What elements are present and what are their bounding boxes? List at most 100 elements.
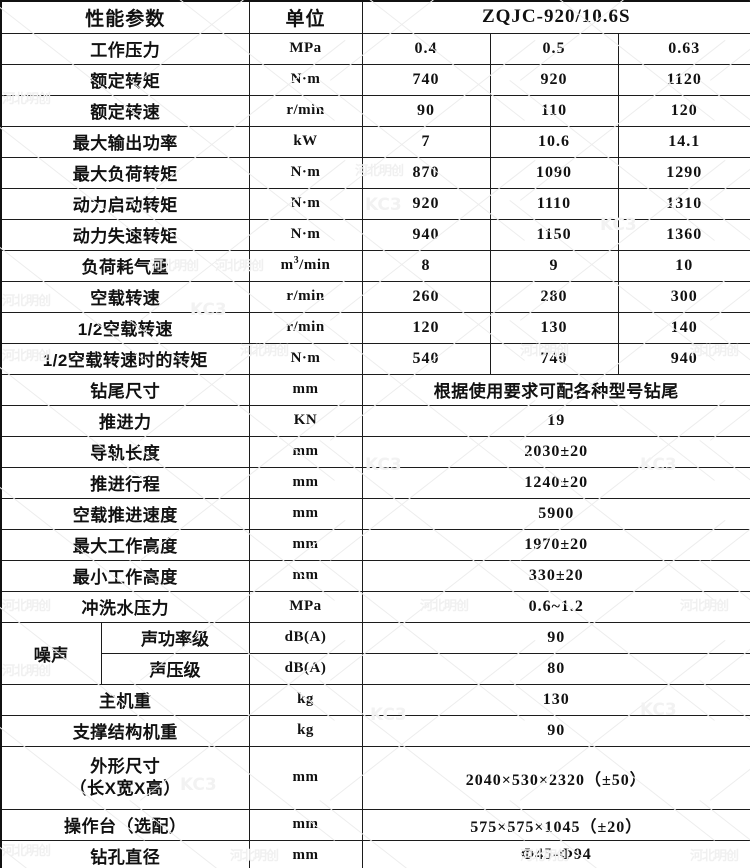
table-row: 冲洗水压力 MPa 0.6~1.2	[0, 590, 750, 623]
cell-unit: MPa	[248, 32, 363, 65]
table-row: 钻尾尺寸 mm 根据使用要求可配各种型号钻尾	[0, 373, 750, 406]
cell-unit: mm	[248, 528, 363, 561]
table-row: 最小工作高度 mm 330±20	[0, 559, 750, 592]
cell-unit: N·m	[248, 187, 363, 220]
table-row: 动力启动转矩 N·m 920 1110 1310	[0, 187, 750, 220]
cell-parameter: 空载转速	[0, 280, 250, 313]
cell-value: 90	[361, 714, 750, 747]
table-row: 最大输出功率 kW 7 10.6 14.1	[0, 125, 750, 158]
cell-unit: mm	[248, 497, 363, 530]
cell-value-1: 920	[361, 187, 491, 220]
cell-value-1: 940	[361, 218, 491, 251]
cell-unit: MPa	[248, 590, 363, 623]
cell-value-3: 0.63	[617, 32, 750, 65]
cell-value-3: 10	[617, 249, 750, 282]
cell-value-2: 130	[489, 311, 619, 344]
table-header-row: 性能参数 单位 ZQJC-920/10.6S	[0, 0, 750, 34]
cell-value: 0.6~1.2	[361, 590, 750, 623]
cell-parameter-noise-sub: 声功率级	[100, 621, 250, 654]
cell-parameter: 1/2空载转速	[0, 311, 250, 344]
cell-value-2: 1090	[489, 156, 619, 189]
cell-value: Φ45-Φ94	[361, 839, 750, 868]
table-row: 钻孔直径 mm Φ45-Φ94	[0, 839, 750, 868]
cell-unit: N·m	[248, 218, 363, 251]
table-row: 支撑结构机重 kg 90	[0, 714, 750, 747]
cell-value-2: 740	[489, 342, 619, 375]
cell-value-2: 0.5	[489, 32, 619, 65]
cell-value: 2040×530×2320（±50）	[361, 745, 750, 810]
cell-parameter: 最大输出功率	[0, 125, 250, 158]
cell-unit: N·m	[248, 342, 363, 375]
cell-unit: r/min	[248, 280, 363, 313]
table-row: 主机重 kg 130	[0, 683, 750, 716]
cell-unit: m3/min	[248, 249, 363, 282]
cell-value-3: 140	[617, 311, 750, 344]
cell-value-3: 1310	[617, 187, 750, 220]
cell-parameter: 推进力	[0, 404, 250, 437]
cell-parameter: 动力失速转矩	[0, 218, 250, 251]
cell-unit: N·m	[248, 63, 363, 96]
header-unit-label: 单位	[248, 0, 363, 34]
cell-unit: KN	[248, 404, 363, 437]
cell-value: 1970±20	[361, 528, 750, 561]
cell-unit: mm	[248, 745, 363, 810]
cell-parameter: 钻孔直径	[0, 839, 250, 868]
cell-unit: mm	[248, 435, 363, 468]
cell-value-3: 120	[617, 94, 750, 127]
cell-parameter: 1/2空载转速时的转矩	[0, 342, 250, 375]
cell-parameter: 推进行程	[0, 466, 250, 499]
table-row: 额定转矩 N·m 740 920 1120	[0, 63, 750, 96]
cell-parameter: 钻尾尺寸	[0, 373, 250, 406]
cell-value-2: 1110	[489, 187, 619, 220]
cell-parameter: 最大负荷转矩	[0, 156, 250, 189]
cell-value-1: 7	[361, 125, 491, 158]
cell-parameter: 支撑结构机重	[0, 714, 250, 747]
table-row: 操作台（选配） mm 575×575×1045（±20）	[0, 808, 750, 841]
cell-parameter: 主机重	[0, 683, 250, 716]
cell-value: 5900	[361, 497, 750, 530]
cell-value: 19	[361, 404, 750, 437]
cell-value-1: 90	[361, 94, 491, 127]
cell-unit: r/min	[248, 311, 363, 344]
table-row: 负荷耗气量 m3/min 8 9 10	[0, 249, 750, 282]
cell-unit: dB(A)	[248, 621, 363, 654]
cell-value: 330±20	[361, 559, 750, 592]
table-row-noise: 噪声 声功率级 dB(A) 90	[0, 621, 750, 685]
table-row: 1/2空载转速时的转矩 N·m 540 740 940	[0, 342, 750, 375]
cell-value-3: 1120	[617, 63, 750, 96]
cell-value-2: 10.6	[489, 125, 619, 158]
cell-parameter-noise-sub: 声压级	[100, 652, 250, 685]
cell-parameter: 最小工作高度	[0, 559, 250, 592]
cell-value-3: 14.1	[617, 125, 750, 158]
cell-value-1: 260	[361, 280, 491, 313]
table-row: 推进力 KN 19	[0, 404, 750, 437]
cell-parameter-noise-group: 噪声	[0, 621, 102, 685]
cell-parameter: 空载推进速度	[0, 497, 250, 530]
cell-parameter: 最大工作高度	[0, 528, 250, 561]
cell-parameter: 工作压力	[0, 32, 250, 65]
cell-unit: dB(A)	[248, 652, 363, 685]
table-row: 推进行程 mm 1240±20	[0, 466, 750, 499]
table-row: 额定转速 r/min 90 110 120	[0, 94, 750, 127]
cell-value-3: 300	[617, 280, 750, 313]
cell-unit: N·m	[248, 156, 363, 189]
cell-unit: mm	[248, 373, 363, 406]
table-row: 导轨长度 mm 2030±20	[0, 435, 750, 468]
cell-unit: mm	[248, 466, 363, 499]
table-row: 动力失速转矩 N·m 940 1150 1360	[0, 218, 750, 251]
cell-value-1: 120	[361, 311, 491, 344]
cell-value: 575×575×1045（±20）	[361, 808, 750, 841]
cell-parameter: 额定转矩	[0, 63, 250, 96]
table-row-dimensions: 外形尺寸 （长X宽X高） mm 2040×530×2320（±50）	[0, 745, 750, 810]
table-row-noise: 声压级 dB(A) 80	[1, 652, 750, 685]
cell-value-2: 110	[489, 94, 619, 127]
table-row: 空载转速 r/min 260 280 300	[0, 280, 750, 313]
header-param-label: 性能参数	[0, 0, 250, 34]
dimension-label-line1: 外形尺寸	[90, 757, 161, 777]
table-row: 1/2空载转速 r/min 120 130 140	[0, 311, 750, 344]
cell-unit: mm	[248, 559, 363, 592]
cell-parameter: 动力启动转矩	[0, 187, 250, 220]
table-row: 工作压力 MPa 0.4 0.5 0.63	[0, 32, 750, 65]
